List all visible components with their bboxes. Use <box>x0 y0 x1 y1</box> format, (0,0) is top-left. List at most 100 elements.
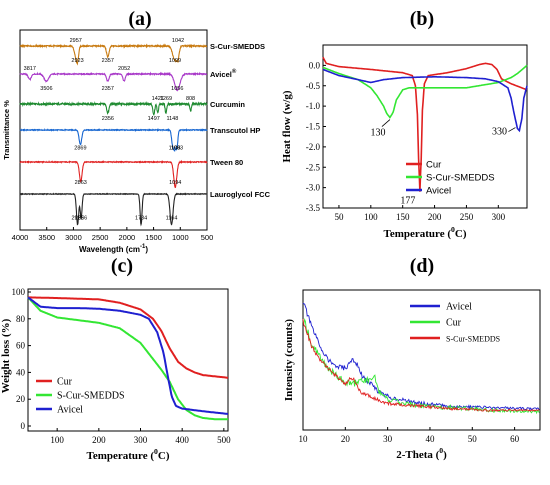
y-tick-label: -2.5 <box>306 162 321 172</box>
peak-annotation: 1056 <box>171 86 183 92</box>
peak-annotation: 1094 <box>169 180 181 186</box>
ftir-series-line <box>19 192 208 227</box>
y-tick-label: -1.5 <box>306 122 321 132</box>
tga-series-line <box>27 296 228 421</box>
x-tick-label: 4000 <box>12 233 29 242</box>
x-tick-label: 100 <box>364 212 378 222</box>
x-axis-label: Temperature (0C) <box>384 225 467 240</box>
xrd-axes-box <box>302 289 541 431</box>
peak-annotation: 2357 <box>102 58 114 64</box>
peak-annotation: 1421 <box>152 96 164 102</box>
y-axis-label: Transmittance % <box>2 100 11 160</box>
y-tick-label: 40 <box>16 367 26 377</box>
xrd-plot-frame: 10 20 30 40 50 60 2-Theta (0) Intensity (counts… <box>283 289 541 461</box>
peak-annotation: 808 <box>186 96 195 102</box>
y-tick-label: -3.0 <box>306 183 321 193</box>
y-tick-label: 80 <box>16 314 26 324</box>
tga-series-line <box>27 296 228 415</box>
legend-label: Cur <box>426 160 441 171</box>
ftir-series-line <box>19 127 208 152</box>
peak-annotation-330: 330 <box>492 127 507 138</box>
x-tick-label: 10 <box>299 434 309 444</box>
dsc-plot-frame: 50 100 150 200 250 300 0.0 -0.5 -1.0 -1.5 -2.0 -2.5… <box>281 44 528 240</box>
tga-plot-frame: 100 200 300 400 500 0 20 40 60 80 100 Temperature (… <box>0 287 231 462</box>
peak-annotation: 1734 <box>135 215 147 221</box>
series-label: Avicel® <box>210 68 237 79</box>
y-tick-label: -3.5 <box>306 203 321 213</box>
legend-label: S-Cur-SMEDDS <box>446 335 500 344</box>
x-tick-label: 60 <box>510 434 520 444</box>
peak-annotation-177: 177 <box>400 196 415 207</box>
x-tick-label: 3000 <box>65 233 82 242</box>
peak-annotation: 2957 <box>70 38 82 44</box>
y-tick-label: 20 <box>16 394 26 404</box>
x-tick-label: 20 <box>341 434 351 444</box>
x-tick-label: 1500 <box>145 233 162 242</box>
dsc-series-line <box>322 68 528 133</box>
x-axis-label: 2-Theta (0) <box>396 446 447 461</box>
peak-annotation: 1063 <box>171 145 183 151</box>
y-tick-label: 0.0 <box>309 60 321 70</box>
peak-annotation: 2922 <box>71 215 83 221</box>
x-tick-label: 300 <box>134 435 148 445</box>
peak-annotation: 3506 <box>40 86 52 92</box>
y-tick-label: -2.0 <box>306 142 321 152</box>
x-tick-label: 250 <box>460 212 474 222</box>
x-tick-label: 500 <box>201 233 214 242</box>
peak-annotation: 1497 <box>148 116 160 122</box>
series-label: S-Cur-SMEDDS <box>210 42 265 51</box>
peak-annotation: 1099 <box>169 58 181 64</box>
peak-annotation: 1042 <box>172 38 184 44</box>
peak-annotation: 2856 <box>75 215 87 221</box>
x-tick-label: 200 <box>92 435 106 445</box>
y-axis-label: Intensity (counts) <box>283 319 295 402</box>
x-tick-label: 100 <box>50 435 64 445</box>
annotation-arrow <box>508 127 516 132</box>
ftir-series-line <box>19 101 208 116</box>
y-tick-label: -1.0 <box>306 101 321 111</box>
panel-label-b: (b) <box>410 8 434 30</box>
ftir-series-line <box>19 71 208 92</box>
x-tick-label: 200 <box>428 212 442 222</box>
x-tick-label: 300 <box>492 212 506 222</box>
x-tick-label: 2000 <box>119 233 136 242</box>
legend-label: Avicel <box>446 302 472 313</box>
peak-annotation: 2052 <box>118 66 130 72</box>
xrd-series-line <box>302 317 540 415</box>
legend-label: S-Cur-SMEDDS <box>57 391 125 402</box>
y-axis-label: Weight loss (%) <box>0 318 12 393</box>
dsc-series-line <box>322 64 528 119</box>
legend-label: S-Cur-SMEDDS <box>426 173 495 184</box>
tga-axes-box <box>27 288 229 432</box>
x-tick-label: 2500 <box>92 233 109 242</box>
legend-label: Cur <box>57 377 73 388</box>
series-label: Tween 80 <box>210 158 243 167</box>
peak-annotation: 1148 <box>166 116 178 122</box>
y-axis-label: Heat flow (w/g) <box>281 90 293 162</box>
dsc-series-line <box>322 56 528 192</box>
y-tick-label: 60 <box>16 341 26 351</box>
peak-annotation: 2923 <box>71 58 83 64</box>
legend-label: Avicel <box>426 186 451 197</box>
peak-annotation: 3817 <box>24 66 36 72</box>
x-tick-label: 150 <box>396 212 410 222</box>
panel-label-c: (c) <box>111 255 133 277</box>
peak-annotation: 1108 <box>169 145 181 151</box>
peak-annotation: 1269 <box>160 96 172 102</box>
x-tick-label: 50 <box>468 434 478 444</box>
y-tick-label: 0 <box>21 421 26 431</box>
panel-label-d: (d) <box>410 255 434 277</box>
annotation-arrow <box>381 119 391 127</box>
peak-annotation: 2863 <box>75 180 87 186</box>
ftir-series-line <box>19 159 208 189</box>
xrd-series-line <box>302 319 540 412</box>
peak-annotation: 2869 <box>74 145 86 151</box>
x-axis-label: Temperature (0C) <box>87 447 170 462</box>
xrd-series-line <box>302 302 540 411</box>
panel-label-a: (a) <box>128 8 151 30</box>
x-axis-label: Wavelength (cm-1) <box>79 244 148 254</box>
y-tick-label: 100 <box>12 287 26 297</box>
peak-annotation: 2356 <box>102 116 114 122</box>
x-tick-label: 30 <box>383 434 393 444</box>
